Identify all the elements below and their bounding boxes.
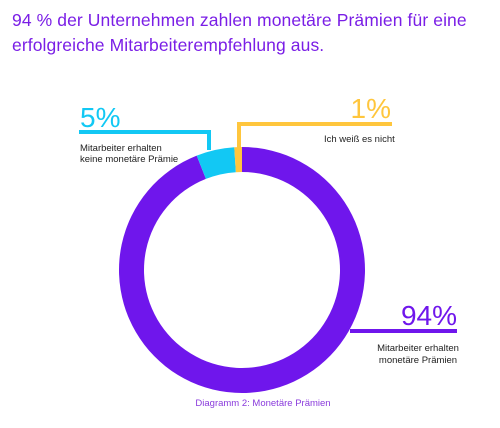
percent-label-94pct: 94%	[401, 300, 457, 331]
donut-slice-1pct	[234, 147, 242, 173]
donut-slice-94pct	[119, 147, 366, 393]
chart-headline: 94 % der Unternehmen zahlen monetäre Prä…	[12, 8, 492, 58]
headline-line-1: 94 % der Unternehmen zahlen monetäre Prä…	[12, 10, 467, 30]
leader-line-5pct	[79, 130, 211, 150]
percent-label-1pct: 1%	[351, 93, 391, 124]
category-label-5pct-line1: Mitarbeiter erhalten	[80, 143, 162, 154]
category-label-1pct-line1: Ich weiß es nicht	[324, 134, 395, 145]
headline-line-2: erfolgreiche Mitarbeiterempfehlung aus.	[12, 35, 325, 55]
category-label-5pct-line2: keine monetäre Prämie	[80, 154, 178, 165]
chart-caption: Diagramm 2: Monetäre Prämien	[195, 398, 330, 409]
category-label-94pct-line1: Mitarbeiter erhalten	[377, 343, 459, 354]
donut-slice-5pct	[196, 147, 236, 179]
category-label-94pct-line2: monetäre Prämien	[379, 355, 457, 366]
percent-label-5pct: 5%	[80, 102, 120, 133]
leader-line-1pct	[237, 122, 392, 150]
